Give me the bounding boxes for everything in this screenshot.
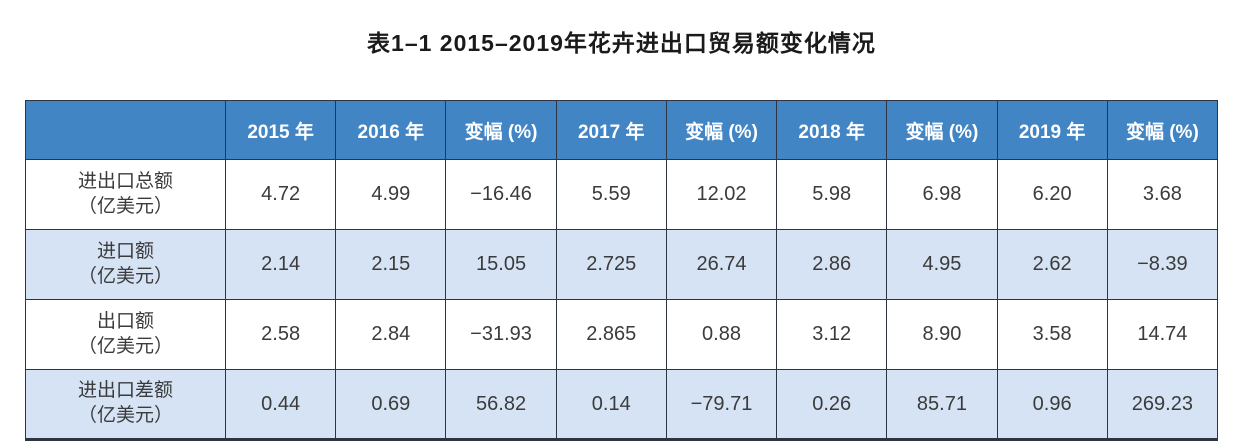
- data-cell: 2.58: [224, 299, 337, 370]
- data-cell: −31.93: [445, 299, 557, 370]
- table-header-row: 2015 年 2016 年变幅 (%) 2017 年变幅 (%) 2018 年变幅 (…: [25, 100, 1219, 160]
- row-label-name: 进出口差额: [77, 380, 173, 402]
- table-body: 进出口总额 （亿美元） 4.72 4.99 −16.46 5.59 12.02 5.98 6.9…: [25, 159, 1219, 440]
- data-cell: 0.96: [996, 369, 1108, 440]
- data-cell: 8.90: [886, 299, 998, 370]
- data-cell: 2.86: [776, 229, 888, 300]
- data-cell: 0.69: [335, 369, 447, 440]
- data-cell: 3.58: [996, 299, 1108, 370]
- data-cell: 269.23: [1106, 369, 1219, 440]
- header-cell: 2017 年: [555, 100, 667, 160]
- data-cell: 2.15: [335, 229, 447, 300]
- row-label-unit: （亿美元）: [77, 195, 173, 217]
- data-cell: −8.39: [1106, 229, 1219, 300]
- header-cell: 2018 年: [776, 100, 888, 160]
- data-cell: 4.72: [224, 159, 337, 230]
- row-label-unit: （亿美元）: [77, 335, 173, 357]
- row-label-name: 进口额: [96, 240, 154, 262]
- row-label-unit: （亿美元）: [77, 405, 173, 426]
- data-cell: 0.44: [224, 369, 337, 440]
- data-cell: 0.26: [776, 369, 888, 440]
- data-cell: 26.74: [665, 229, 778, 300]
- data-cell: 85.71: [886, 369, 998, 440]
- row-label-name: 进出口总额: [77, 170, 173, 192]
- data-cell: 2.865: [555, 299, 667, 370]
- data-cell: 56.82: [445, 369, 557, 440]
- row-label: 进口额 （亿美元）: [25, 229, 226, 300]
- data-cell: 12.02: [665, 159, 778, 230]
- row-label-name: 出口额: [96, 310, 154, 332]
- data-cell: 15.05: [445, 229, 557, 300]
- data-cell: 3.12: [776, 299, 888, 370]
- data-cell: 0.14: [555, 369, 667, 440]
- header-cell-empty: [25, 100, 226, 160]
- header-cell: 2016 年: [335, 100, 447, 160]
- row-label: 进出口差额 （亿美元）: [25, 369, 226, 440]
- header-cell: 变幅 (%): [886, 100, 998, 160]
- row-label: 出口额 （亿美元）: [25, 299, 226, 370]
- table-row: 进口额 （亿美元） 2.14 2.15 15.05 2.725 26.74 2.86 4.95 2…: [25, 229, 1219, 300]
- header-cell: 2015 年: [224, 100, 337, 160]
- header-cell: 变幅 (%): [445, 100, 557, 160]
- table-row: 进出口差额 （亿美元） 0.44 0.69 56.82 0.14 −79.71 0.26 85.…: [25, 369, 1219, 440]
- data-cell: 2.14: [224, 229, 337, 300]
- table-row: 出口额 （亿美元） 2.58 2.84 −31.93 2.865 0.88 3.12 8.90 3…: [25, 299, 1219, 370]
- data-cell: 14.74: [1106, 299, 1219, 370]
- data-cell: 5.59: [555, 159, 667, 230]
- data-cell: 2.725: [555, 229, 667, 300]
- data-cell: 6.98: [886, 159, 998, 230]
- data-cell: 3.68: [1106, 159, 1219, 230]
- data-cell: −16.46: [445, 159, 557, 230]
- row-label-unit: （亿美元）: [77, 265, 173, 287]
- table-head: 2015 年 2016 年变幅 (%) 2017 年变幅 (%) 2018 年变幅 (…: [25, 100, 1219, 160]
- header-cell: 2019 年: [996, 100, 1108, 160]
- data-cell: 4.99: [335, 159, 447, 230]
- header-cell: 变幅 (%): [1106, 100, 1219, 160]
- data-cell: 6.20: [996, 159, 1108, 230]
- table-row: 进出口总额 （亿美元） 4.72 4.99 −16.46 5.59 12.02 5.98 6.9…: [25, 159, 1219, 230]
- header-cell: 变幅 (%): [665, 100, 778, 160]
- row-label: 进出口总额 （亿美元）: [25, 159, 226, 230]
- data-cell: 2.84: [335, 299, 447, 370]
- data-cell: −79.71: [665, 369, 778, 440]
- data-cell: 2.62: [996, 229, 1108, 300]
- data-cell: 5.98: [776, 159, 888, 230]
- table-caption: 表1–1 2015–2019年花卉进出口贸易额变化情况: [367, 30, 876, 56]
- data-cell: 4.95: [886, 229, 998, 300]
- trade-data-table: 2015 年 2016 年变幅 (%) 2017 年变幅 (%) 2018 年变幅 (…: [25, 100, 1219, 441]
- data-cell: 0.88: [665, 299, 778, 370]
